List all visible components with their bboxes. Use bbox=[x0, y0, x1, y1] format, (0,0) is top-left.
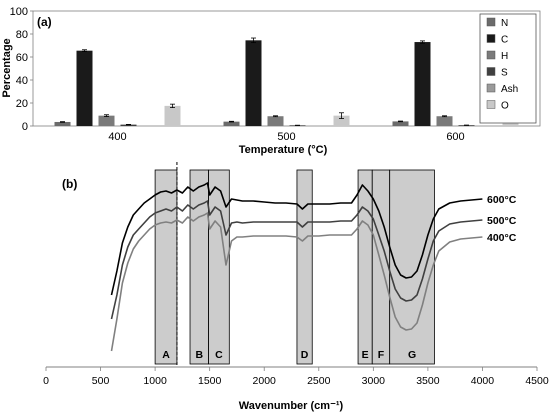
legend-swatch bbox=[486, 50, 496, 60]
band-label: F bbox=[378, 349, 385, 361]
bar bbox=[436, 116, 453, 126]
panel-b-label: (b) bbox=[62, 177, 77, 191]
x-axis-ticks: 400 500 600 bbox=[108, 131, 464, 143]
bar bbox=[223, 121, 240, 126]
band-label: E bbox=[362, 349, 369, 361]
bar-plot-area bbox=[32, 10, 541, 127]
band-label: G bbox=[408, 349, 416, 361]
legend-swatch bbox=[486, 67, 496, 76]
bar-y-axis-label: Percentage bbox=[1, 38, 13, 97]
spectrum-label: 600°C bbox=[487, 194, 517, 206]
legend-label: Ash bbox=[501, 84, 518, 95]
y-axis-ticks: 0 20 40 60 80 100 bbox=[10, 6, 33, 133]
spectrum-line bbox=[110, 182, 483, 296]
wavenumber-axis-ticks: 0 500 1000 1500 2000 2500 3000 3500 4000 4500 bbox=[43, 367, 549, 387]
bar-x-axis-label: Temperature (°C) bbox=[239, 144, 328, 156]
bar bbox=[98, 115, 115, 126]
y-tick-label: 80 bbox=[16, 29, 28, 41]
spectrum-line bbox=[110, 200, 483, 320]
x-category-label: 400 bbox=[108, 131, 126, 143]
x-tick-label: 1000 bbox=[143, 375, 167, 387]
spectrum-line bbox=[110, 212, 483, 352]
x-tick-label: 2000 bbox=[253, 375, 277, 387]
legend-label: H bbox=[501, 51, 508, 62]
bar bbox=[333, 115, 350, 126]
bar bbox=[120, 124, 137, 126]
bar bbox=[76, 50, 93, 126]
legend-label: S bbox=[501, 68, 508, 79]
y-tick-label: 20 bbox=[16, 98, 28, 110]
x-tick-label: 3500 bbox=[416, 375, 440, 387]
legend-label: N bbox=[501, 18, 508, 29]
spectrum-label: 400°C bbox=[487, 232, 517, 244]
legend-swatch bbox=[486, 100, 496, 109]
x-tick-label: 500 bbox=[92, 375, 110, 387]
x-tick-label: 4000 bbox=[471, 375, 495, 387]
spectra-labels: 600°C 500°C 400°C bbox=[487, 194, 517, 244]
band-label: D bbox=[301, 349, 309, 361]
band-region bbox=[296, 169, 313, 365]
bar bbox=[142, 125, 159, 127]
band-region bbox=[357, 169, 373, 365]
band-label: C bbox=[215, 349, 223, 361]
legend-swatch bbox=[486, 83, 496, 93]
x-category-label: 600 bbox=[446, 131, 464, 143]
bar bbox=[245, 40, 262, 127]
bar bbox=[267, 116, 284, 126]
panel-a-label: (a) bbox=[37, 15, 52, 29]
x-tick-label: 0 bbox=[43, 375, 49, 387]
x-tick-label: 1500 bbox=[198, 375, 222, 387]
band-region bbox=[154, 169, 178, 365]
y-tick-label: 0 bbox=[22, 121, 28, 133]
x-tick-label: 2500 bbox=[307, 375, 331, 387]
wavenumber-axis-label: Wavenumber (cm⁻¹) bbox=[239, 400, 344, 412]
bar bbox=[311, 125, 328, 127]
y-tick-label: 100 bbox=[10, 6, 28, 18]
band-region bbox=[371, 169, 391, 365]
legend-swatch bbox=[486, 17, 496, 27]
bar bbox=[392, 121, 409, 126]
y-tick-label: 40 bbox=[16, 75, 28, 87]
bar bbox=[54, 121, 71, 126]
band-label: A bbox=[162, 349, 170, 361]
legend-swatch bbox=[486, 34, 496, 43]
y-tick-label: 60 bbox=[16, 52, 28, 64]
bar bbox=[480, 125, 497, 127]
bar bbox=[414, 42, 431, 126]
band-region bbox=[189, 169, 209, 365]
x-category-label: 500 bbox=[277, 131, 295, 143]
bar bbox=[164, 105, 181, 126]
spectrum-label: 500°C bbox=[487, 215, 517, 227]
bar-series-group bbox=[54, 37, 519, 127]
legend-label: C bbox=[501, 35, 508, 46]
band-label: B bbox=[196, 349, 204, 361]
spectra-group bbox=[110, 182, 483, 352]
bar-chart-panel-a: 0 20 40 60 80 100 400 500 600 (a) Percentage Te… bbox=[1, 6, 541, 156]
legend-label: O bbox=[501, 101, 509, 112]
band-region bbox=[208, 169, 230, 365]
x-tick-label: 3000 bbox=[362, 375, 386, 387]
x-tick-label: 4500 bbox=[525, 375, 549, 387]
